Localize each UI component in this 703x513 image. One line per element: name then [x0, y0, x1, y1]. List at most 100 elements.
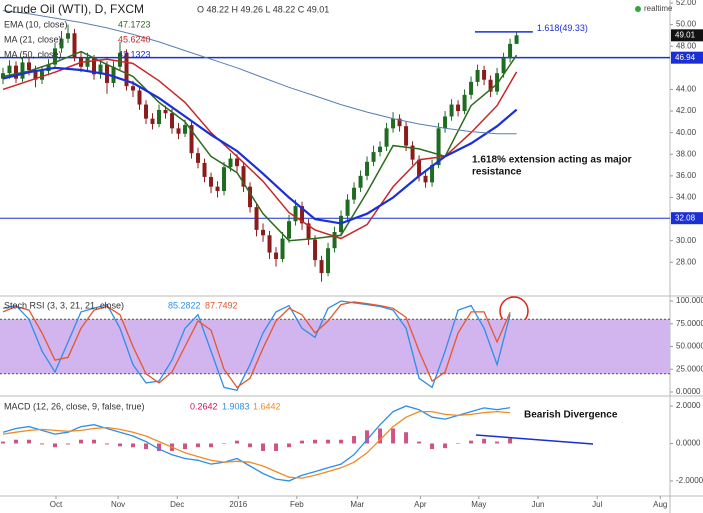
y-tick-label: 48.00: [676, 41, 697, 50]
x-tick-label: May: [471, 500, 486, 509]
candle-body: [111, 66, 116, 83]
moving-average: [2, 58, 518, 240]
candle-body: [163, 109, 168, 114]
price-label-box: [671, 29, 703, 42]
histogram-bar: [248, 443, 253, 448]
candle-body: [52, 48, 57, 65]
candle-body: [410, 145, 415, 160]
candle-body: [319, 260, 324, 274]
histogram-bar: [157, 443, 162, 451]
histogram-bar: [144, 443, 149, 450]
candle-body: [423, 175, 428, 183]
candle-body: [13, 65, 18, 79]
legend-value: 1.9083: [222, 401, 250, 411]
candle-body: [475, 69, 480, 82]
histogram-bar: [391, 428, 396, 444]
moving-average: [2, 50, 518, 242]
histogram-bar: [274, 443, 279, 451]
candle-body: [326, 248, 331, 274]
candle-body: [462, 94, 467, 112]
annotation: Bearish Divergence: [524, 410, 618, 421]
histogram-bar: [118, 443, 123, 447]
candle-body: [345, 199, 350, 216]
annotation: resistance: [472, 167, 522, 178]
candle-body: [170, 113, 175, 129]
candle-body: [241, 166, 246, 187]
histogram-bar: [235, 440, 240, 444]
macd-line: [2, 410, 511, 479]
histogram-bar: [300, 440, 305, 444]
candle-body: [469, 81, 474, 95]
histogram-bar: [456, 443, 461, 444]
candle-body: [482, 69, 487, 80]
candle-body: [417, 159, 422, 176]
histogram-bar: [365, 430, 370, 444]
candle-body: [358, 175, 363, 188]
status: realtime: [644, 4, 673, 13]
x-tick-label: Aug: [653, 500, 667, 509]
x-tick-label: Apr: [414, 500, 427, 509]
candle-body: [26, 62, 31, 70]
candle-body: [300, 206, 305, 224]
candle-body: [215, 186, 220, 191]
histogram-bar: [261, 443, 266, 451]
candle-body: [384, 128, 389, 147]
divergence-line: [475, 434, 594, 445]
candle-body: [371, 152, 376, 162]
stoch-line: [2, 301, 511, 389]
histogram-bar: [287, 443, 292, 448]
x-tick-label: Nov: [111, 500, 125, 509]
histogram-bar: [352, 435, 357, 444]
histogram-bar: [404, 432, 409, 444]
y-tick-label: 44.00: [676, 85, 697, 94]
candle-body: [254, 207, 259, 230]
candle-body: [404, 126, 409, 146]
histogram-bar: [131, 443, 136, 448]
legend-value: 87.7492: [205, 300, 238, 310]
histogram-bar: [92, 439, 97, 444]
candle-body: [33, 69, 38, 80]
candle-body: [222, 167, 227, 191]
candle-body: [274, 252, 279, 260]
candle-body: [202, 162, 207, 177]
panel-title: Stoch RSI (3, 3, 21, 21, close): [4, 300, 124, 310]
candle-body: [261, 229, 266, 236]
candle-body: [378, 146, 383, 153]
histogram-bar: [0, 441, 5, 444]
x-tick-label: Jul: [592, 500, 602, 509]
candle-body: [137, 90, 142, 105]
candle-body: [144, 104, 149, 119]
stoch-line: [2, 300, 511, 391]
candle-body: [397, 118, 402, 127]
legend-value: 47.1723: [118, 19, 151, 29]
price-label: 32.08: [675, 213, 696, 222]
candle-body: [183, 125, 188, 134]
extension-label: 1.618(49.33): [537, 23, 588, 33]
histogram-bar: [105, 443, 110, 445]
y-tick-label: 0.0000: [676, 387, 701, 396]
price-label: 49.01: [675, 30, 696, 39]
candle-body: [508, 43, 513, 59]
candle-body: [85, 58, 90, 67]
candle-body: [176, 128, 181, 134]
legend-value: 0.2642: [190, 401, 218, 411]
price-label: 46.94: [675, 53, 696, 62]
y-tick-label: 50.00: [676, 20, 697, 29]
candle-body: [124, 52, 129, 87]
y-tick-label: 30.00: [676, 236, 697, 245]
candle-body: [287, 221, 292, 239]
band: [0, 319, 670, 374]
histogram-bar: [378, 428, 383, 444]
legend-label: MA (21, close): [4, 34, 62, 44]
candle-body: [157, 109, 162, 125]
y-tick-label: 28.00: [676, 257, 697, 266]
candle-body: [443, 116, 448, 129]
moving-average: [2, 66, 518, 225]
candle-body: [196, 153, 201, 163]
y-tick-label: 50.0000: [676, 342, 703, 351]
y-tick-label: 38.00: [676, 149, 697, 158]
histogram-bar: [66, 443, 71, 445]
